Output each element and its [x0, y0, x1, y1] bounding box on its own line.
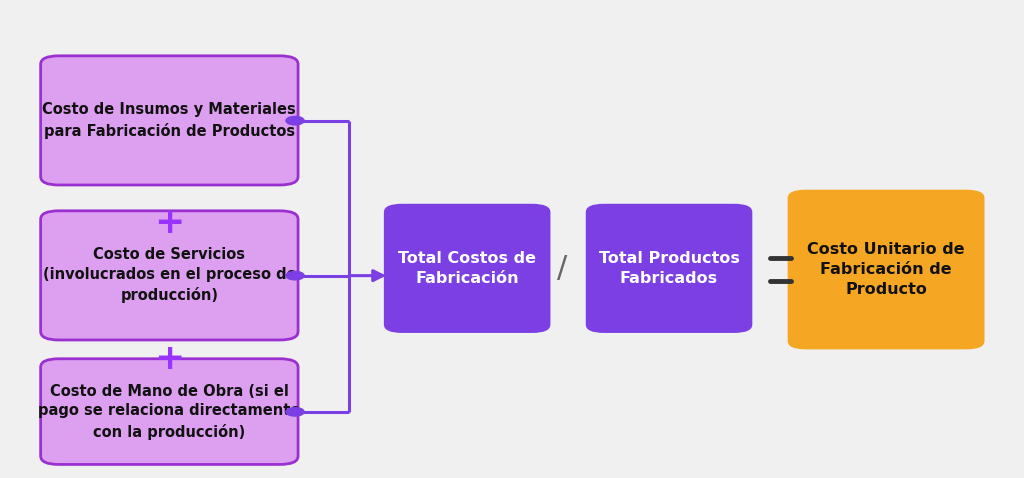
FancyBboxPatch shape [41, 211, 298, 340]
Circle shape [286, 272, 304, 280]
Circle shape [286, 117, 304, 125]
Text: Costo Unitario de
Fabricación de
Producto: Costo Unitario de Fabricación de Product… [807, 242, 965, 297]
Text: Costo de Insumos y Materiales
para Fabricación de Productos: Costo de Insumos y Materiales para Fabri… [42, 102, 296, 139]
Text: +: + [154, 342, 184, 376]
FancyBboxPatch shape [384, 204, 551, 333]
FancyBboxPatch shape [41, 359, 298, 465]
Text: Costo de Mano de Obra (si el
pago se relaciona directamente
con la producción): Costo de Mano de Obra (si el pago se rel… [38, 384, 300, 440]
FancyBboxPatch shape [787, 190, 984, 349]
FancyBboxPatch shape [41, 56, 298, 185]
Text: Total Productos
Fabricados: Total Productos Fabricados [599, 251, 739, 286]
FancyBboxPatch shape [586, 204, 753, 333]
Text: +: + [154, 206, 184, 239]
Text: /: / [557, 254, 567, 282]
Text: Total Costos de
Fabricación: Total Costos de Fabricación [398, 251, 537, 286]
Circle shape [286, 408, 304, 416]
Text: Costo de Servicios
(involucrados en el proceso de
producción): Costo de Servicios (involucrados en el p… [43, 248, 296, 304]
